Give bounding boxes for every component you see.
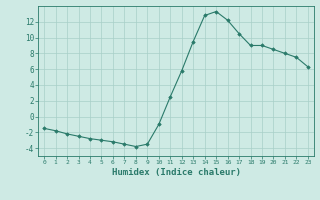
X-axis label: Humidex (Indice chaleur): Humidex (Indice chaleur) [111, 168, 241, 177]
